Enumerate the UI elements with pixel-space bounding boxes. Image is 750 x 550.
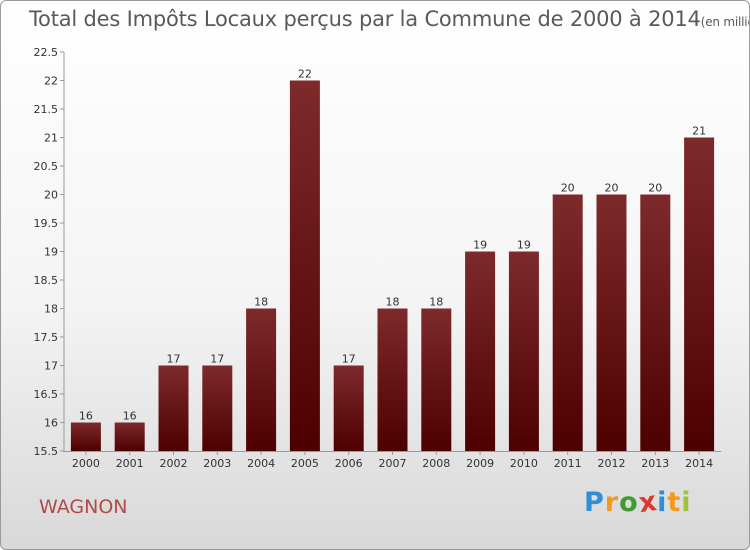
data-label: 19	[473, 239, 487, 252]
y-tick-label: 21.5	[34, 103, 59, 116]
chart-axes: 15.5 16 16.5 17 17.5 18 18.5 19 19.5 20 20.5 21 21.5…	[34, 46, 721, 470]
data-label: 22	[298, 68, 312, 81]
x-tick-label: 2013	[641, 457, 669, 470]
logo-letter: r	[604, 487, 620, 518]
data-label: 17	[210, 353, 224, 366]
bar	[158, 365, 189, 451]
bar	[333, 365, 364, 451]
y-tick-label: 16	[44, 417, 58, 430]
x-tick-label: 2005	[291, 457, 319, 470]
x-tick-label: 2002	[160, 457, 188, 470]
x-tick-label: 2009	[466, 457, 494, 470]
chart-title: Total des Impôts Locaux perçus par la Co…	[29, 7, 749, 31]
y-tick-label: 18	[44, 303, 58, 316]
y-tick-label: 17.5	[34, 331, 59, 344]
data-label: 16	[123, 410, 137, 423]
x-tick-label: 2011	[554, 457, 582, 470]
logo-letter: t	[667, 487, 682, 518]
x-tick-label: 2008	[422, 457, 450, 470]
bar	[552, 194, 583, 451]
data-label: 20	[561, 182, 575, 195]
bar	[377, 308, 408, 451]
x-tick-label: 2004	[247, 457, 275, 470]
data-label: 17	[167, 353, 181, 366]
y-tick-label: 19	[44, 246, 58, 259]
data-label: 18	[429, 296, 443, 309]
bar	[465, 251, 496, 451]
bar-series: 16 16 17 17 18 22 17 18 18 19 19 20 20 20 21	[70, 68, 715, 451]
bar	[289, 80, 320, 451]
data-label: 21	[692, 125, 706, 138]
data-label: 18	[254, 296, 268, 309]
bar	[684, 137, 715, 451]
y-tick-label: 18.5	[34, 274, 59, 287]
logo-letter: i	[681, 487, 692, 518]
bar	[640, 194, 671, 451]
data-label: 17	[342, 353, 356, 366]
x-tick-label: 2010	[510, 457, 538, 470]
y-tick-label: 20.5	[34, 160, 59, 173]
data-label: 20	[648, 182, 662, 195]
logo-letter: i	[657, 487, 668, 518]
bar	[596, 194, 627, 451]
commune-name: WAGNON	[39, 496, 128, 518]
x-tick-label: 2001	[116, 457, 144, 470]
x-tick-label: 2006	[335, 457, 363, 470]
y-tick-label: 20	[44, 189, 58, 202]
chart-title-text: Total des Impôts Locaux perçus par la Co…	[29, 7, 701, 31]
proxiti-logo: Proxiti	[584, 485, 692, 520]
x-tick-label: 2003	[203, 457, 231, 470]
x-tick-label: 2007	[379, 457, 407, 470]
y-tick-label: 16.5	[34, 388, 59, 401]
y-tick-label: 22.5	[34, 46, 59, 59]
bar	[421, 308, 452, 451]
logo-letter: o	[619, 487, 639, 518]
y-tick-label: 22	[44, 75, 58, 88]
y-tick-label: 21	[44, 132, 58, 145]
data-label: 19	[517, 239, 531, 252]
data-label: 20	[605, 182, 619, 195]
chart-unit-label: (en milliers d'€)	[700, 15, 749, 29]
y-tick-label: 15.5	[34, 445, 59, 458]
x-tick-label: 2012	[598, 457, 626, 470]
data-label: 18	[386, 296, 400, 309]
x-tick-label: 2014	[685, 457, 713, 470]
y-tick-label: 19.5	[34, 217, 59, 230]
x-tick-label: 2000	[72, 457, 100, 470]
bar	[508, 251, 539, 451]
bar	[202, 365, 233, 451]
logo-letter: x	[636, 485, 660, 520]
bar	[114, 422, 145, 451]
y-tick-label: 17	[44, 360, 58, 373]
bar	[246, 308, 277, 451]
bar	[70, 422, 101, 451]
logo-letter: P	[584, 487, 605, 518]
data-label: 16	[79, 410, 93, 423]
